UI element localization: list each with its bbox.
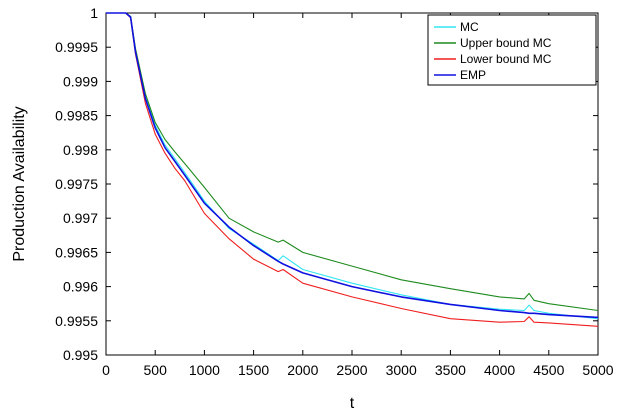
legend: MC Upper bound MC Lower bound MC EMP [427,14,597,86]
legend-label: Lower bound MC [460,52,552,66]
x-tick-label: 500 [144,362,168,378]
legend-label: EMP [460,68,486,82]
y-axis-title: Production Availability [11,106,28,261]
y-tick-label: 0.9965 [55,244,98,260]
x-tick-label: 3000 [386,362,417,378]
y-tick-label: 0.9955 [55,313,98,329]
series-line-upper-bound-mc [106,12,599,312]
x-tick-label: 1500 [238,362,269,378]
y-tick-label: 0.998 [63,142,98,158]
x-axis-ticks: 0 500 1000 1500 2000 2500 3000 3500 4000 4500 5000 [102,13,614,378]
legend-label: Upper bound MC [460,36,552,50]
x-tick-label: 3500 [435,362,466,378]
series-lines [106,12,599,327]
y-tick-label: 0.9985 [55,108,98,124]
x-tick-label: 0 [102,362,110,378]
y-tick-label: 1 [90,5,98,21]
x-tick-label: 1000 [189,362,220,378]
y-tick-label: 0.999 [63,73,98,89]
legend-label: MC [460,20,479,34]
x-axis-title: t [350,395,355,412]
y-tick-label: 0.996 [63,279,98,295]
x-tick-label: 5000 [582,362,613,378]
x-tick-label: 4000 [484,362,515,378]
y-tick-label: 0.995 [63,347,98,363]
x-tick-label: 2500 [336,362,367,378]
y-tick-label: 0.9975 [55,176,98,192]
x-tick-label: 4500 [533,362,564,378]
series-line-emp [106,12,599,319]
series-line-lower-bound-mc [106,12,599,327]
y-tick-label: 0.9995 [55,39,98,55]
y-axis-ticks: 0.995 0.9955 0.996 0.9965 0.997 0.9975 0.998 0.… [55,5,598,363]
x-tick-label: 2000 [287,362,318,378]
y-tick-label: 0.997 [63,210,98,226]
